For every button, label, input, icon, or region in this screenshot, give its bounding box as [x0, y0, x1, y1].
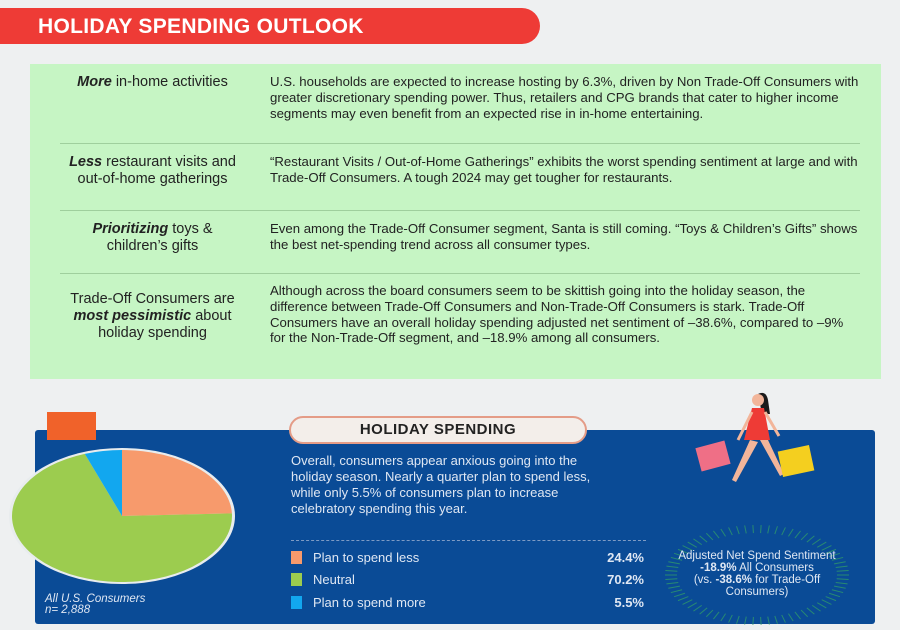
insight-label: Prioritizing toys & children’s gifts [92, 221, 213, 254]
header-banner: HOLIDAY SPENDING OUTLOOK [0, 8, 540, 44]
pie-chart [9, 448, 235, 584]
legend-swatch [291, 596, 302, 609]
insights-panel: More in-home activities U.S. households … [30, 64, 881, 379]
pie-slice-plan-to-spend-more [84, 450, 122, 516]
data-label: 70.2% [607, 572, 644, 587]
insight-text: Even among the Trade-Off Consumer segmen… [270, 221, 858, 252]
data-label: 5.5% [614, 595, 644, 610]
pie-slice-plan-to-spend-less [122, 450, 232, 516]
legend-label: Neutral [313, 572, 355, 587]
legend-swatch [291, 573, 302, 586]
legend-label: Plan to spend less [313, 550, 420, 565]
accent-square [47, 412, 96, 440]
chart-caption: All U.S. Consumers n= 2,888 [45, 593, 146, 616]
legend-label: Plan to spend more [313, 595, 426, 610]
insight-label: Less restaurant visits and out-of-home g… [69, 154, 236, 187]
section-title: HOLIDAY SPENDING [289, 416, 587, 444]
divider [291, 540, 646, 541]
insight-label: More in-home activities [77, 74, 228, 90]
page-title: HOLIDAY SPENDING OUTLOOK [38, 15, 364, 38]
legend-item: Plan to spend less 24.4% [291, 550, 646, 566]
insight-label: Trade-Off Consumers are most pessimistic… [70, 291, 235, 341]
spending-description: Overall, consumers appear anxious going … [291, 453, 591, 516]
legend-swatch [291, 551, 302, 564]
legend-item: Plan to spend more 5.5% [291, 595, 646, 611]
data-label: 24.4% [607, 550, 644, 565]
divider [60, 273, 860, 274]
legend-item: Neutral 70.2% [291, 572, 646, 588]
sentiment-summary: Adjusted Net Spend Sentiment -18.9% All … [678, 550, 836, 598]
divider [60, 143, 860, 144]
insight-text: “Restaurant Visits / Out-of-Home Gatheri… [270, 154, 858, 185]
insight-text: U.S. households are expected to increase… [270, 74, 859, 121]
shopper-illustration-icon [695, 392, 815, 482]
pie-slice-neutral [12, 453, 233, 582]
sunburst-decoration [665, 525, 849, 625]
divider [60, 210, 860, 211]
insight-text: Although across the board consumers seem… [270, 283, 844, 346]
